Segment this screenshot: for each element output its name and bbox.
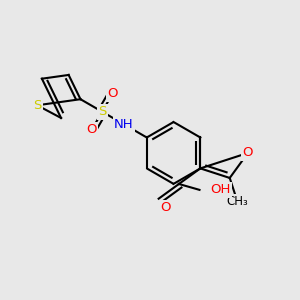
- Text: O: O: [160, 201, 170, 214]
- Text: OH: OH: [210, 183, 230, 196]
- Text: S: S: [33, 99, 41, 112]
- Text: S: S: [98, 105, 106, 118]
- Text: O: O: [243, 146, 253, 159]
- Text: CH₃: CH₃: [226, 195, 248, 208]
- Text: O: O: [107, 87, 118, 101]
- Text: NH: NH: [114, 118, 134, 131]
- Text: O: O: [87, 123, 97, 136]
